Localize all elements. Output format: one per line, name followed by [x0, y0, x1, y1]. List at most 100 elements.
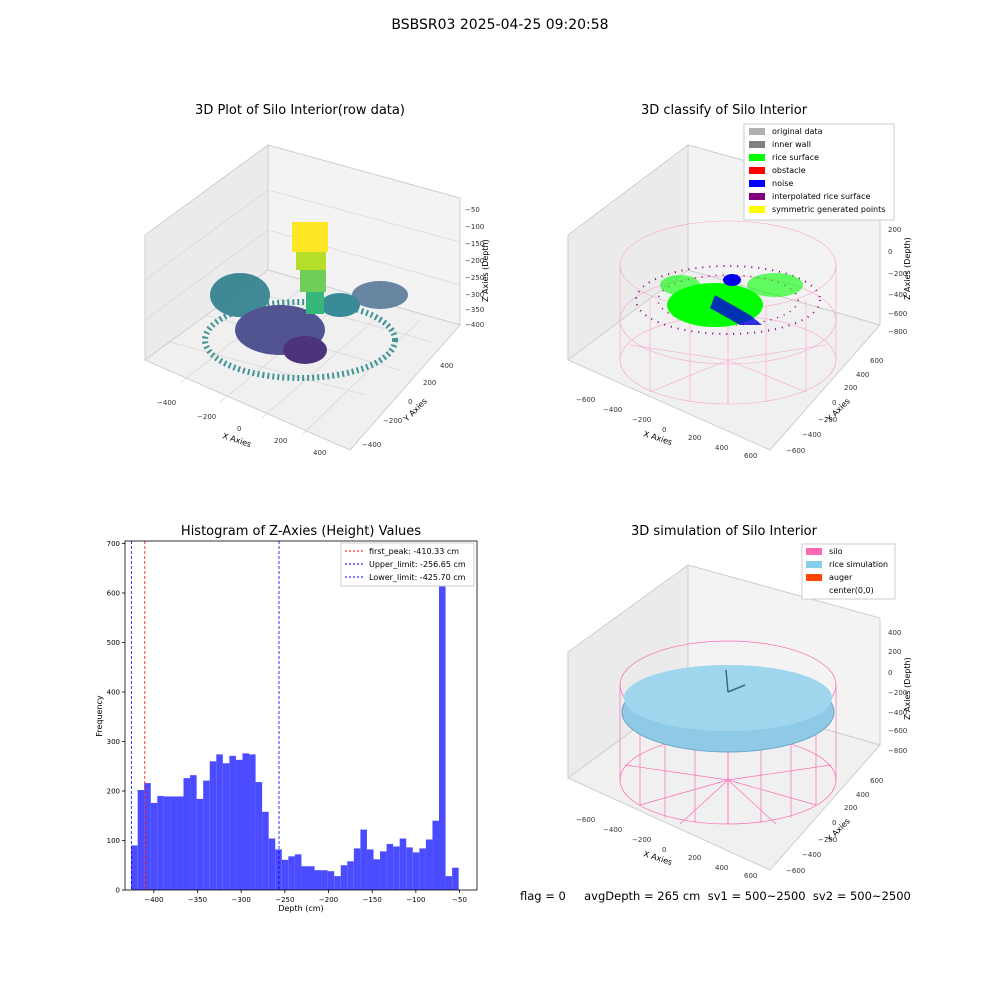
panel1-points-peak [292, 222, 328, 314]
histogram-xtick-label: −250 [275, 896, 294, 904]
legend-label: first_peak: -410.33 cm [369, 547, 459, 556]
panel2-ztick: 0 [888, 248, 892, 256]
panel2-title: 3D classify of Silo Interior [640, 103, 808, 118]
histogram-bar [314, 870, 322, 890]
panel4-ytick: 600 [870, 777, 883, 785]
panel1-ztick: −400 [465, 321, 484, 329]
histogram-bar [288, 856, 295, 890]
panel4-xtick: 400 [715, 864, 728, 872]
panel4-title: 3D simulation of Silo Interior [631, 524, 817, 539]
panel4-zlabel: Z Axies (Depth) [903, 657, 912, 720]
histogram-bar [373, 859, 381, 890]
histogram-bar [255, 782, 263, 890]
panel4-ztick: 0 [888, 669, 892, 677]
panel1-ztick: −300 [465, 291, 484, 299]
panel2-xtick: −400 [603, 406, 622, 414]
histogram-bar [216, 754, 223, 890]
panel2-interp-points [635, 265, 821, 335]
panel4-xtick: 0 [662, 846, 666, 854]
panel1-ztick: −250 [465, 274, 484, 282]
panel2-xtick: 0 [662, 426, 666, 434]
panel2-zlabel: Z Axies (Depth) [903, 237, 912, 300]
panel1-points-ring [202, 273, 408, 381]
legend-swatch [749, 141, 765, 148]
panel1-xtick: −200 [197, 413, 216, 421]
panel1-xtick: −400 [157, 399, 176, 407]
histogram-bar [222, 763, 230, 890]
panel2-xtick: 400 [715, 444, 728, 452]
panel2-ytick: 200 [844, 384, 857, 392]
panel2-xtick: 200 [688, 434, 701, 442]
histogram-vlines [130, 541, 280, 890]
histogram-bar [360, 829, 367, 890]
histogram-bar [347, 861, 354, 890]
histogram-yticks: 0 100 200 300 400 500 600 700 [107, 540, 125, 895]
panel4-ytick: −400 [802, 851, 821, 859]
panel1-ztick: −150 [465, 240, 484, 248]
panel2-ztick: 200 [888, 226, 901, 234]
panel1-xtick: 400 [313, 449, 326, 457]
histogram-bar [131, 845, 138, 890]
panel4-xtick: −600 [576, 816, 595, 824]
histogram-xtick-label: −50 [452, 896, 467, 904]
histogram-bar [353, 848, 361, 890]
histogram-bar [406, 847, 413, 890]
panel1-ylabel: Y Axies [401, 397, 429, 425]
panel1-panes [144, 144, 461, 451]
panel1-xtick: 0 [237, 425, 241, 433]
histogram-bar [412, 852, 420, 890]
panel2-ytick: −200 [818, 416, 837, 424]
panel4-ytick: 400 [856, 791, 869, 799]
panel1-ytick: 0 [408, 398, 412, 406]
histogram-bar [334, 876, 341, 890]
panel1-xlabel: X Axies [221, 431, 252, 449]
legend-label: silo [829, 547, 843, 556]
histogram-ytick-label: 200 [107, 787, 120, 795]
legend-label: rice surface [772, 153, 819, 162]
histogram-ylabel: Frequency [95, 695, 104, 737]
histogram-xlabel: Depth (cm) [278, 904, 323, 913]
panel2-xtick: −200 [632, 416, 651, 424]
histogram-bar [268, 838, 276, 890]
figure-title: BSBSR03 2025-04-25 09:20:58 [391, 17, 609, 33]
status-footer: flag = 0 avgDepth = 265 cm sv1 = 500~250… [520, 889, 911, 903]
panel1-ztick: −200 [465, 257, 484, 265]
panel2-noise [710, 274, 762, 325]
panel1-title: 3D Plot of Silo Interior(row data) [195, 103, 405, 118]
panel2-ytick: −400 [802, 431, 821, 439]
histogram-ytick-label: 100 [107, 837, 120, 845]
legend-label: Upper_limit: -256.65 cm [369, 560, 466, 569]
histogram-bar [176, 796, 184, 890]
panel4-xtick: −200 [632, 836, 651, 844]
panel4-rice-simulation [621, 665, 835, 753]
legend-swatch [749, 128, 765, 135]
panel4-ztick: −400 [888, 709, 907, 717]
panel1-ytick: 400 [440, 362, 453, 370]
panel4-xtick: 200 [688, 854, 701, 862]
histogram-bar [242, 753, 250, 890]
histogram-title: Histogram of Z-Axies (Height) Values [180, 524, 422, 539]
histogram-chart: −400 −350 −300 −250 −200 −150 −100 −50 0 100 200 3… [95, 540, 478, 913]
panel4-xlabel: X Axies [642, 849, 673, 867]
histogram-ytick-label: 300 [107, 738, 120, 746]
histogram-ytick-label: 0 [116, 887, 120, 895]
histogram-bar [445, 876, 453, 890]
legend-label: obstacle [772, 166, 806, 175]
histogram-bar [281, 859, 289, 890]
histogram-bar [321, 870, 328, 890]
panel4-ztick: −800 [888, 747, 907, 755]
legend-swatch [749, 206, 765, 213]
histogram-bar [327, 871, 335, 890]
panel4-silo-wire [619, 640, 837, 825]
histogram-bar [366, 849, 374, 890]
legend-label: Lower_limit: -425.70 cm [369, 573, 466, 582]
panel4-ytick: −600 [786, 867, 805, 875]
legend-swatch [749, 193, 765, 200]
histogram-bar [209, 761, 217, 890]
panel4-ztick: 200 [888, 648, 901, 656]
histogram-bar [386, 843, 394, 890]
panel4-ztick: −600 [888, 727, 907, 735]
histogram-bar [399, 838, 407, 890]
legend-swatch [749, 154, 765, 161]
panel4-xtick: −400 [603, 826, 622, 834]
